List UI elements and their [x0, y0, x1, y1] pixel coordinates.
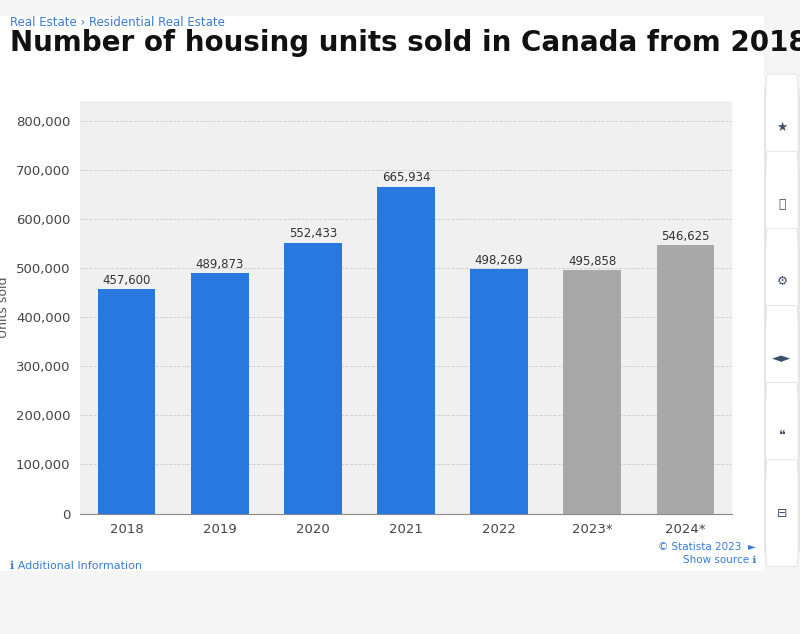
FancyBboxPatch shape: [766, 383, 798, 489]
Text: © Statista 2023  ►: © Statista 2023 ►: [658, 542, 756, 552]
Bar: [191, 273, 249, 514]
FancyBboxPatch shape: [766, 228, 798, 335]
Bar: [377, 187, 435, 514]
Bar: [98, 289, 155, 514]
Text: 665,934: 665,934: [382, 171, 430, 184]
Text: Number of housing units sold in Canada from 2018 to 2022, w: Number of housing units sold in Canada f…: [10, 29, 800, 56]
Text: 495,858: 495,858: [568, 255, 617, 268]
Text: ⊟: ⊟: [777, 507, 787, 519]
Bar: [284, 243, 342, 514]
Text: Real Estate › Residential Real Estate: Real Estate › Residential Real Estate: [10, 16, 225, 29]
Text: ⚙: ⚙: [776, 275, 788, 288]
FancyBboxPatch shape: [766, 460, 798, 566]
Text: 🔔: 🔔: [778, 198, 786, 211]
Text: Show source ℹ: Show source ℹ: [682, 555, 756, 565]
Bar: [470, 269, 528, 514]
FancyBboxPatch shape: [766, 74, 798, 181]
Text: 498,269: 498,269: [475, 254, 523, 267]
Text: 489,873: 489,873: [195, 258, 244, 271]
Text: ◄►: ◄►: [772, 353, 792, 365]
Text: ❝: ❝: [778, 429, 786, 443]
Text: ℹ Additional Information: ℹ Additional Information: [10, 561, 142, 571]
Y-axis label: Units sold: Units sold: [0, 276, 10, 339]
Text: 457,600: 457,600: [102, 274, 150, 287]
FancyBboxPatch shape: [766, 306, 798, 412]
Text: 552,433: 552,433: [289, 227, 337, 240]
FancyBboxPatch shape: [766, 152, 798, 257]
Bar: [657, 245, 714, 514]
Text: 546,625: 546,625: [661, 230, 710, 243]
Text: ★: ★: [776, 121, 788, 134]
Bar: [563, 270, 621, 514]
